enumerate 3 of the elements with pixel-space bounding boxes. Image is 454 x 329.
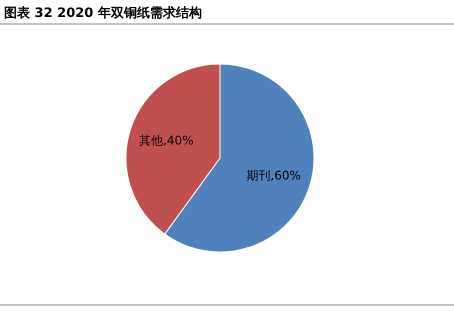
- slice-label: 期刊,60%: [246, 168, 301, 182]
- chart-title: 图表 32 2020 年双铜纸需求结构: [4, 5, 202, 21]
- slice-label: 其他,40%: [139, 134, 194, 148]
